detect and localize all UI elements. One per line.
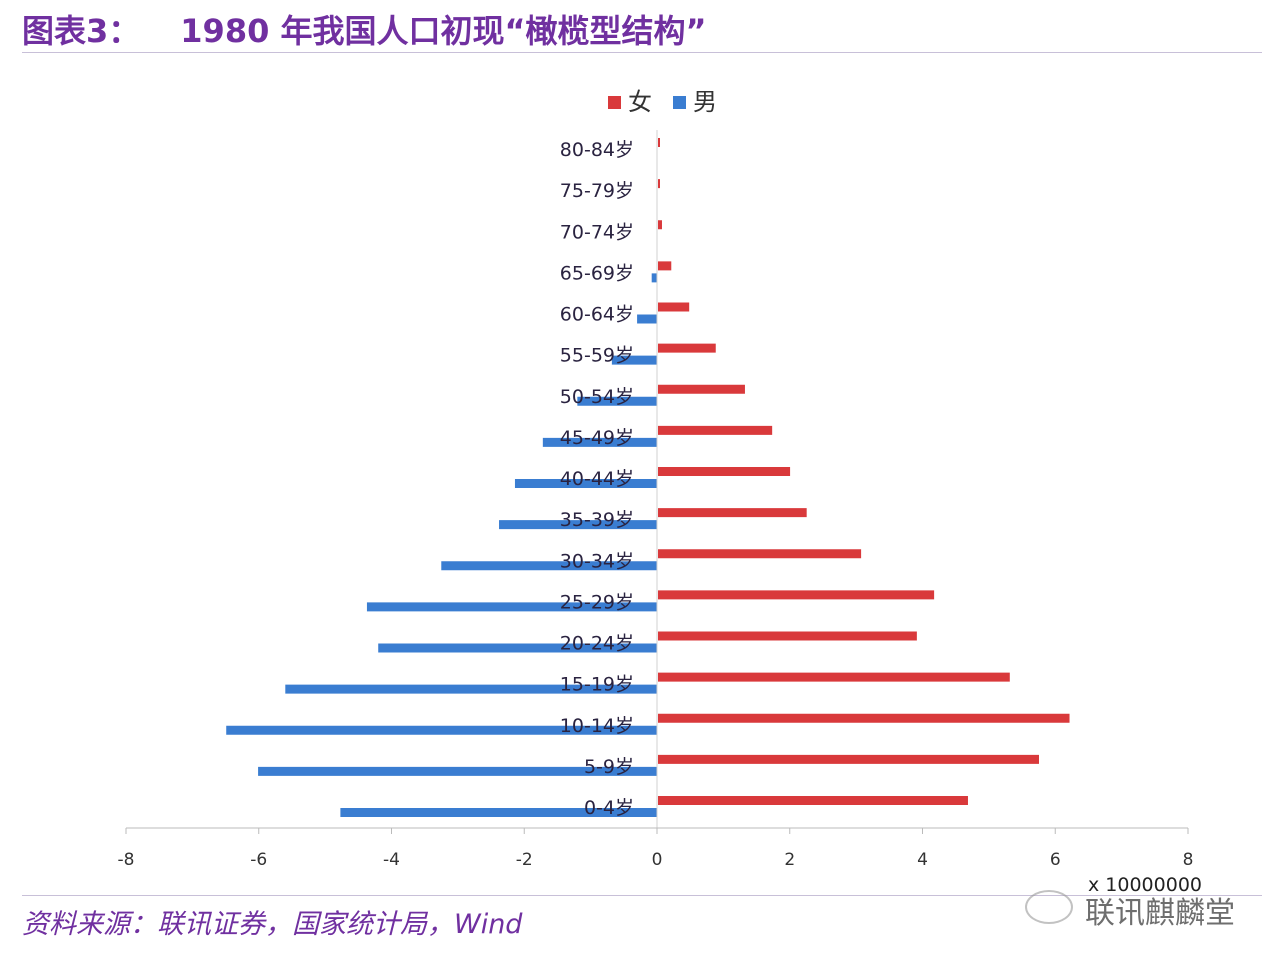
bar-female: [658, 754, 1039, 764]
category-label: 25-29岁: [560, 591, 634, 613]
source-note: 资料来源：联讯证券，国家统计局，Wind: [22, 909, 523, 940]
title-divider: [22, 52, 1262, 53]
bar-female: [658, 549, 862, 559]
title-text: 1980 年我国人口初现“橄榄型结构”: [180, 12, 707, 50]
category-label: 75-79岁: [560, 180, 634, 202]
bar-male: [514, 479, 657, 488]
bar-male: [366, 602, 657, 612]
category-label: 30-34岁: [560, 550, 634, 572]
watermark: 联讯麒麟堂: [1085, 896, 1235, 931]
legend-label-female: 女: [628, 88, 652, 116]
bar-male: [611, 355, 657, 365]
bar-female: [658, 796, 968, 805]
category-label: 10-14岁: [560, 715, 634, 737]
category-label: 40-44岁: [560, 468, 634, 490]
x-tick-label: 2: [784, 850, 795, 870]
x-tick-label: -6: [250, 850, 267, 870]
bar-female: [658, 138, 660, 147]
category-label: 20-24岁: [560, 633, 634, 655]
category-label: 60-64岁: [560, 304, 634, 326]
bar-female: [658, 590, 935, 600]
bar-female: [658, 713, 1070, 723]
bar-female: [658, 425, 773, 435]
legend-label-male: 男: [693, 88, 717, 116]
bar-female: [658, 220, 662, 230]
category-label: 0-4岁: [584, 797, 634, 819]
legend-swatch-male: [673, 96, 686, 109]
category-label: 55-59岁: [560, 345, 634, 367]
category-label: 65-69岁: [560, 262, 634, 284]
category-label: 15-19岁: [560, 674, 634, 696]
bar-male: [499, 520, 657, 530]
legend: 女 男: [608, 88, 717, 116]
x-tick-label: 4: [917, 850, 928, 870]
category-label: 50-54岁: [560, 386, 634, 408]
wechat-logo-icon: [1025, 890, 1073, 924]
x-tick-label: 0: [652, 850, 663, 870]
bar-male: [378, 643, 657, 653]
bar-female: [658, 631, 917, 641]
bar-female: [658, 672, 1010, 682]
bar-female: [658, 261, 672, 271]
category-label: 35-39岁: [560, 509, 634, 531]
bar-male: [637, 314, 657, 324]
category-label: 5-9岁: [584, 756, 634, 778]
bar-male: [441, 561, 657, 571]
footer-divider: [22, 895, 1262, 896]
bar-male: [340, 808, 657, 817]
bar-male: [226, 725, 657, 735]
figure-label: 图表3：: [22, 12, 141, 50]
bar-female: [658, 302, 690, 312]
chart-title: 图表3： 1980 年我国人口初现“橄榄型结构”: [22, 6, 707, 52]
bar-male: [542, 437, 657, 447]
bar-female: [658, 384, 745, 394]
bar-female: [658, 508, 807, 518]
bar-male: [651, 273, 657, 283]
bar-female: [658, 343, 716, 353]
bar-male: [258, 766, 657, 776]
category-label: 70-74岁: [560, 221, 634, 243]
bar-female: [658, 467, 791, 476]
category-label: 45-49岁: [560, 427, 634, 449]
bar-male: [285, 684, 657, 694]
x-scale-label: x 10000000: [1088, 874, 1202, 896]
bar-female: [658, 179, 660, 189]
x-tick-label: -2: [516, 850, 533, 870]
bar-male: [577, 396, 657, 406]
x-tick-label: 8: [1183, 850, 1194, 870]
x-tick-label: -4: [383, 850, 400, 870]
x-tick-label: 6: [1050, 850, 1061, 870]
x-tick-label: -8: [118, 850, 135, 870]
category-label: 80-84岁: [560, 139, 634, 161]
legend-swatch-female: [608, 96, 621, 109]
